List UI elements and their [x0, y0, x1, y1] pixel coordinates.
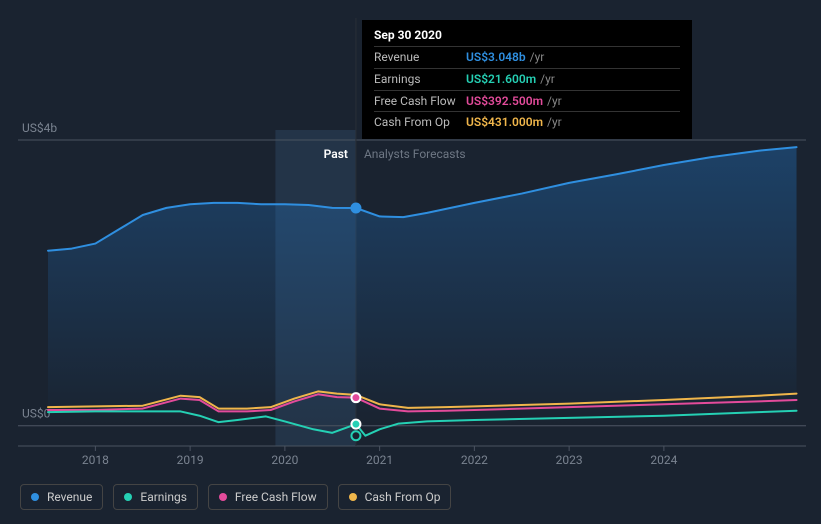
- hover-marker: [351, 393, 360, 402]
- past-label: Past: [324, 147, 348, 161]
- legend-item[interactable]: Earnings: [113, 484, 198, 510]
- tooltip-metric-unit: /yr: [540, 71, 555, 88]
- legend-swatch: [219, 493, 227, 501]
- tooltip-metric-unit: /yr: [530, 49, 545, 66]
- tooltip-metric-value: US$3.048b: [466, 49, 526, 66]
- x-tick-label: 2020: [271, 453, 298, 467]
- x-tick-label: 2022: [461, 453, 488, 467]
- tooltip-metric-label: Free Cash Flow: [374, 93, 466, 110]
- financials-chart: US$0 US$4b 2018 2019 2020 2021 2022 2023 2024 Pas…: [0, 0, 821, 524]
- x-tick-label: 2024: [650, 453, 677, 467]
- y-tick-label: US$4b: [22, 121, 57, 135]
- legend-item[interactable]: Cash From Op: [338, 484, 452, 510]
- hover-marker: [351, 204, 360, 213]
- tooltip-metric-unit: /yr: [547, 93, 562, 110]
- legend-label: Free Cash Flow: [235, 490, 317, 504]
- tooltip-metric-label: Revenue: [374, 49, 466, 66]
- legend-label: Revenue: [47, 490, 92, 504]
- legend-label: Cash From Op: [365, 490, 441, 504]
- legend-swatch: [31, 493, 39, 501]
- legend-swatch: [349, 493, 357, 501]
- hover-marker: [351, 420, 360, 429]
- x-tick-label: 2018: [82, 453, 109, 467]
- tooltip-row: EarningsUS$21.600m/yr: [374, 68, 680, 90]
- x-tick-label: 2023: [556, 453, 583, 467]
- x-tick-label: 2019: [177, 453, 204, 467]
- legend-label: Earnings: [140, 490, 187, 504]
- y-tick-label: US$0: [22, 407, 51, 421]
- forecast-label: Analysts Forecasts: [364, 147, 466, 161]
- chart-legend: Revenue Earnings Free Cash Flow Cash From O…: [20, 484, 451, 510]
- legend-item[interactable]: Revenue: [20, 484, 103, 510]
- tooltip-metric-value: US$21.600m: [466, 71, 536, 88]
- tooltip-metric-label: Cash From Op: [374, 114, 466, 131]
- tooltip-metric-label: Earnings: [374, 71, 466, 88]
- tooltip-metric-value: US$431.000m: [466, 114, 543, 131]
- x-tick-label: 2021: [366, 453, 393, 467]
- legend-swatch: [124, 493, 132, 501]
- chart-tooltip: Sep 30 2020 RevenueUS$3.048b/yrEarningsU…: [362, 20, 692, 139]
- hover-marker: [351, 431, 360, 440]
- tooltip-row: Cash From OpUS$431.000m/yr: [374, 111, 680, 133]
- tooltip-row: RevenueUS$3.048b/yr: [374, 46, 680, 68]
- legend-item[interactable]: Free Cash Flow: [208, 484, 328, 510]
- tooltip-metric-unit: /yr: [547, 114, 562, 131]
- tooltip-date: Sep 30 2020: [374, 28, 680, 42]
- tooltip-row: Free Cash FlowUS$392.500m/yr: [374, 90, 680, 112]
- tooltip-metric-value: US$392.500m: [466, 93, 543, 110]
